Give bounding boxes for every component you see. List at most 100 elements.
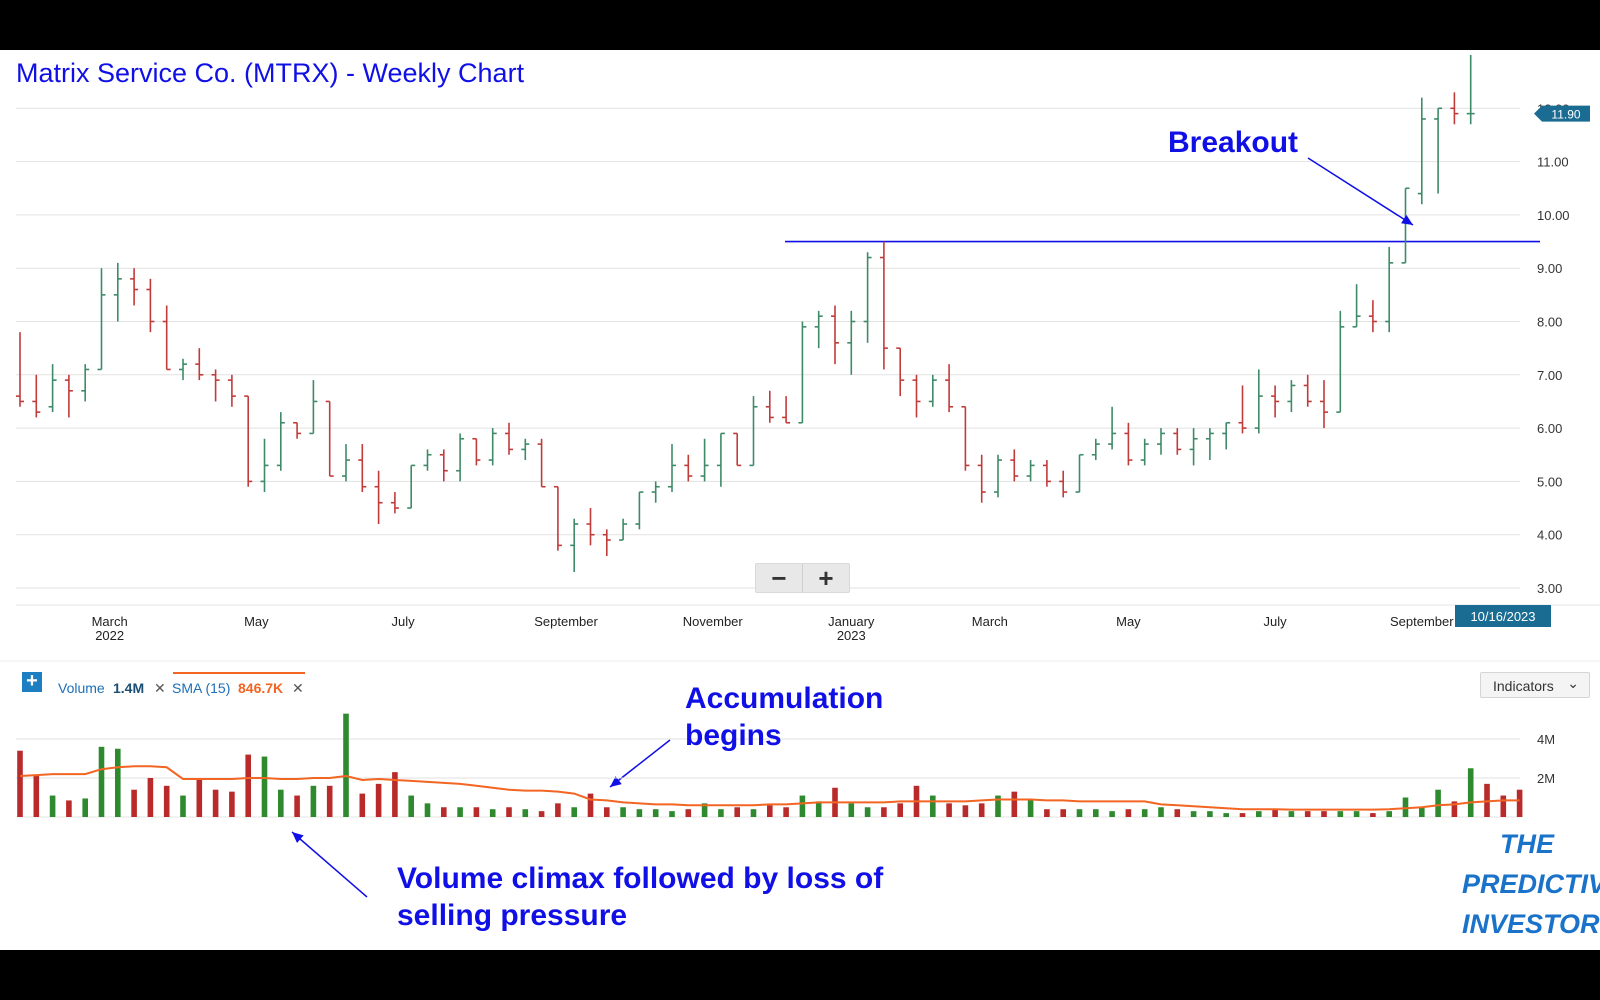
ohlc-bar	[1091, 438, 1100, 461]
ohlc-bar	[814, 310, 823, 349]
volume-bar	[489, 809, 496, 817]
price-tick-label: 5.00	[1537, 474, 1562, 489]
ohlc-bar	[407, 464, 416, 509]
ohlc-bar	[1075, 453, 1084, 493]
ohlc-bar	[488, 428, 497, 466]
ohlc-bar	[293, 421, 302, 439]
volume-bar	[1239, 813, 1246, 817]
volume-bar	[930, 795, 936, 817]
ohlc-bar	[97, 268, 106, 371]
ohlc-bar	[16, 332, 24, 407]
ohlc-bar	[325, 400, 334, 477]
minus-icon[interactable]: −	[756, 564, 803, 592]
volume-bar	[685, 809, 692, 817]
volume-bar	[1353, 811, 1360, 817]
volume-bar	[115, 748, 121, 817]
ohlc-bar	[651, 481, 660, 503]
ohlc-bar	[81, 364, 90, 402]
breakout-annotation: Breakout	[1168, 126, 1299, 159]
volume-bars	[17, 713, 1523, 817]
ohlc-bar	[227, 374, 236, 407]
last-price-tag	[1534, 105, 1590, 122]
volume-bar	[1386, 811, 1392, 817]
volume-bar	[294, 795, 300, 817]
zoom-controls: − +	[755, 563, 850, 593]
close-icon[interactable]: ✕	[292, 680, 304, 696]
volume-climax-annotation-line2: selling pressure	[397, 899, 628, 932]
ohlc-bar	[1320, 380, 1328, 429]
ohlc-bar	[179, 358, 187, 381]
ohlc-bar	[928, 374, 937, 407]
ohlc-bar	[521, 438, 530, 461]
volume-bar	[457, 807, 463, 817]
ohlc-bar	[961, 405, 970, 471]
ohlc-bar	[1434, 107, 1443, 194]
volume-climax-annotation-line1: Volume climax followed by loss of	[397, 862, 884, 895]
ohlc-bar	[1254, 369, 1263, 434]
volume-bar	[229, 791, 235, 817]
last-date-tag-label: 10/16/2023	[1470, 609, 1535, 624]
volume-bar	[375, 783, 382, 817]
ohlc-bar	[1271, 385, 1280, 418]
volume-bar	[604, 807, 610, 817]
accumulation-annotation-line1: Accumulation	[685, 682, 884, 715]
volume-bar	[212, 789, 219, 817]
price-gridlines	[16, 107, 1520, 589]
x-tick-label: September	[1390, 614, 1454, 629]
accumulation-arrow-head	[610, 776, 622, 787]
volume-bar	[17, 750, 23, 817]
volume-bar	[1011, 791, 1018, 817]
ohlc-bar	[1173, 428, 1182, 455]
plus-square-icon[interactable]: +	[22, 671, 42, 692]
volume-bar	[978, 803, 985, 817]
ohlc-bar	[32, 374, 41, 418]
ohlc-bar	[553, 485, 562, 551]
volume-bar	[767, 805, 773, 817]
plus-icon[interactable]: +	[818, 563, 834, 593]
close-icon[interactable]: ✕	[154, 680, 166, 696]
volume-bar	[1141, 809, 1148, 817]
volume-bar	[98, 746, 105, 817]
ohlc-bar	[1108, 406, 1117, 450]
volume-bar	[701, 803, 708, 817]
ohlc-bar	[635, 491, 644, 530]
ohlc-bar	[260, 438, 269, 493]
ohlc-bar	[1189, 428, 1198, 466]
ohlc-bar	[945, 364, 954, 413]
ohlc-bar	[994, 454, 1002, 498]
ohlc-bar	[358, 444, 367, 493]
ohlc-bar	[684, 454, 693, 482]
volume-bar	[326, 785, 333, 817]
ohlc-bar	[586, 508, 595, 546]
ohlc-bar	[700, 438, 709, 482]
volume-bar	[815, 801, 822, 817]
volume-bar	[1467, 768, 1474, 817]
x-tick-label: March	[92, 614, 128, 629]
ohlc-bar	[733, 432, 742, 467]
volume-bar	[66, 800, 72, 817]
ohlc-bar	[863, 252, 872, 343]
price-tick-label: 11.00	[1537, 155, 1569, 170]
ohlc-bar	[977, 454, 986, 503]
volume-bar	[1044, 809, 1050, 817]
volume-bar	[196, 779, 203, 817]
volume-bar	[1174, 809, 1181, 817]
ohlc-bar	[1222, 421, 1231, 450]
volume-bar	[359, 793, 366, 817]
annotation-arrows	[291, 157, 1414, 898]
volume-bar	[163, 785, 170, 817]
sma-line	[19, 765, 1520, 811]
ohlc-bar	[716, 432, 725, 487]
ohlc-bar	[749, 396, 758, 467]
volume-bar	[555, 803, 561, 817]
volume-bar	[441, 807, 447, 817]
ohlc-bar	[1336, 310, 1345, 413]
volume-bar	[1451, 801, 1458, 817]
ohlc-bar	[244, 395, 253, 487]
volume-bar	[864, 807, 871, 817]
volume-bar	[1337, 811, 1344, 817]
volume-bar	[1076, 809, 1083, 817]
breakout-arrow-head	[1401, 214, 1413, 225]
volume-bar	[424, 803, 431, 817]
indicators-button[interactable]: Indicators ⌄	[1480, 672, 1590, 698]
